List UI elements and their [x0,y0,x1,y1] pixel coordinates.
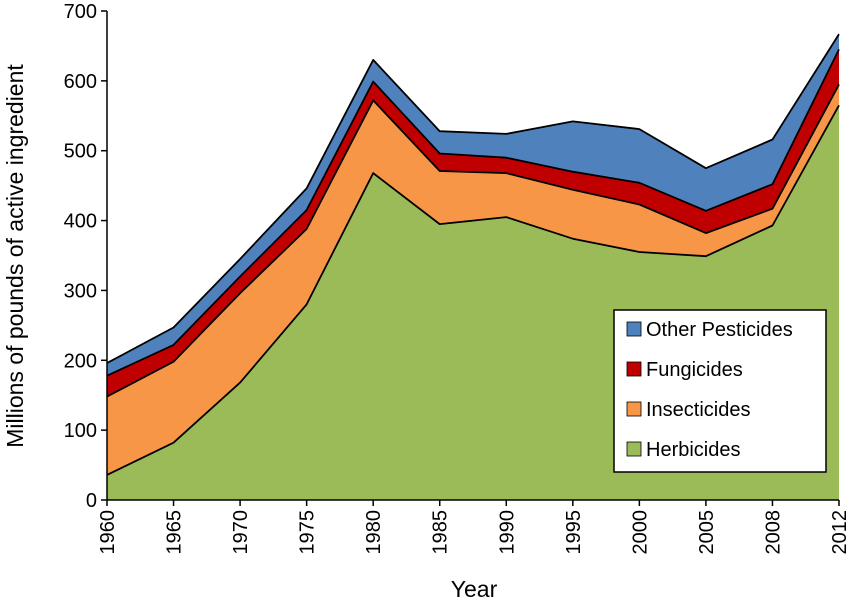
boundary-line-other-pesticides [106,33,840,364]
x-tick-label: 2000 [629,510,651,555]
x-tick-label: 2012 [829,510,850,555]
x-tick-label: 1990 [496,510,518,555]
legend-label-other-pesticides: Other Pesticides [646,319,793,341]
legend-label-herbicides: Herbicides [646,439,740,461]
legend-swatch-herbicides [626,441,642,457]
x-tick-label: 1975 [297,510,319,555]
y-tick-label: 300 [64,280,97,302]
legend-box [613,309,827,473]
y-tick-label: 600 [64,71,97,93]
legend-swatch-fungicides [626,361,642,377]
x-tick-label: 1980 [363,510,385,555]
boundary-line-insecticides [106,83,840,398]
legend-swatch-insecticides [626,401,642,417]
y-tick-label: 200 [64,350,97,372]
x-tick-label: 2005 [696,510,718,555]
x-tick-label: 2008 [763,510,785,555]
y-axis-ticks: 0 100 200 300 400 500 600 700 [64,1,107,512]
y-tick-label: 100 [64,420,97,442]
legend-swatch-other-pesticides [626,321,642,337]
boundary-line-herbicides [106,104,840,476]
x-tick-label: 1965 [164,510,186,555]
y-tick-label: 0 [86,490,97,512]
y-tick-label: 700 [64,1,97,23]
x-tick-label: 1995 [563,510,585,555]
legend-label-insecticides: Insecticides [646,399,751,421]
y-axis-title: Millions of pounds of active ingredient [2,64,28,448]
x-tick-label: 1960 [97,510,119,555]
x-axis-ticks: 1960 1965 1970 1975 1980 1985 1990 1995 2000 2005… [97,500,850,555]
x-axis-title: Year [451,576,498,601]
legend: Other Pesticides Fungicides Insecticides He… [613,309,827,473]
y-tick-label: 400 [64,211,97,233]
x-tick-label: 1985 [430,510,452,555]
legend-label-fungicides: Fungicides [646,359,743,381]
area-fungicides [107,49,839,397]
boundary-line-fungicides [106,49,840,377]
x-tick-label: 1970 [230,510,252,555]
y-tick-label: 500 [64,141,97,163]
axes [106,11,839,501]
